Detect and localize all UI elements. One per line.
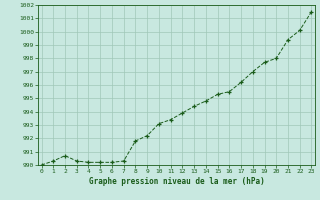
X-axis label: Graphe pression niveau de la mer (hPa): Graphe pression niveau de la mer (hPa) [89,177,264,186]
